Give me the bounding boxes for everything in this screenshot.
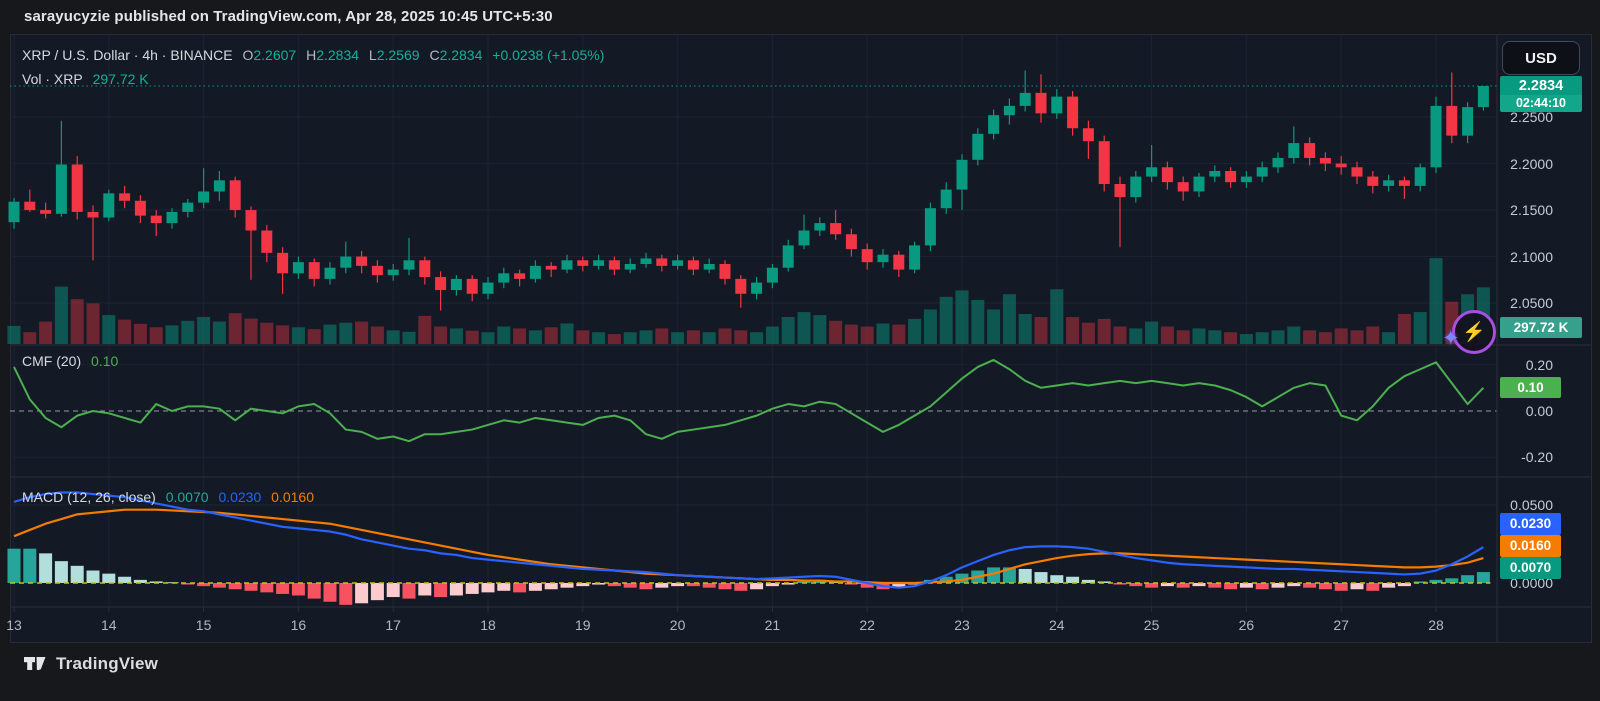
high-label: H: [306, 47, 317, 63]
time-axis-label: 27: [1333, 617, 1349, 633]
price-tick-label: 2.1000: [1510, 248, 1553, 265]
cmf-legend: CMF (20) 0.10: [22, 353, 124, 369]
macd-hist-value: 0.0070: [165, 489, 209, 505]
price-tick-label: 0.20: [1525, 356, 1553, 373]
footer: TradingView: [0, 643, 1600, 701]
price-tick-label: 2.2000: [1510, 155, 1553, 172]
bar-countdown: 02:44:10: [1500, 95, 1582, 112]
price-tick-label: 0.00: [1525, 403, 1553, 419]
price-tick-label: 0.0500: [1510, 497, 1553, 513]
axis-value-badge: 297.72 K: [1500, 317, 1582, 338]
axis-value-badge: 0.0070: [1500, 557, 1561, 579]
high-value: 2.2834: [316, 47, 360, 63]
close-label: C: [429, 47, 440, 63]
footer-brand[interactable]: TradingView: [56, 654, 159, 673]
time-axis-label: 28: [1428, 617, 1444, 633]
time-axis-label: 17: [385, 617, 401, 633]
currency-toggle-button[interactable]: USD: [1502, 41, 1580, 75]
lightning-icon: ⚡: [1452, 310, 1496, 354]
cmf-title: CMF (20): [22, 353, 82, 369]
volume-value: 297.72 K: [92, 71, 149, 87]
price-tick-label: 2.0500: [1510, 295, 1553, 312]
sparkle-icon: ✦: [1442, 327, 1460, 350]
price-tick-label: 2.2500: [1510, 109, 1553, 126]
low-label: L: [368, 47, 377, 63]
axis-value-badge: 0.0230: [1500, 513, 1561, 535]
time-axis-label: 26: [1238, 617, 1255, 633]
time-axis-label: 15: [195, 617, 212, 633]
time-axis-label: 14: [101, 617, 117, 633]
macd-legend: MACD (12, 26, close) 0.0070 0.0230 0.016…: [22, 489, 320, 505]
low-value: 2.2569: [376, 47, 420, 63]
cmf-value: 0.10: [91, 353, 119, 369]
price-tick-label: -0.20: [1521, 449, 1553, 466]
publish-header: sarayucyzie published on TradingView.com…: [0, 0, 1600, 34]
time-axis-label: 16: [290, 617, 307, 633]
price-tick-label: 2.1500: [1510, 202, 1553, 219]
tradingview-logo-icon[interactable]: [24, 654, 48, 674]
time-axis-label: 22: [859, 617, 875, 633]
time-axis-label: 18: [480, 617, 496, 633]
last-price-value: 2.2834: [1500, 76, 1582, 95]
time-axis-label: 21: [764, 617, 781, 633]
open-label: O: [242, 47, 254, 63]
time-axis-label: 19: [575, 617, 591, 633]
chart-widget[interactable]: [10, 34, 1592, 643]
last-price-badge: 2.2834 02:44:10: [1500, 76, 1582, 112]
macd-title: MACD (12, 26, close): [22, 489, 156, 505]
time-axis-label: 25: [1143, 617, 1160, 633]
close-value: 2.2834: [439, 47, 483, 63]
publish-header-text: sarayucyzie published on TradingView.com…: [24, 8, 553, 25]
symbol-title: XRP / U.S. Dollar · 4h · BINANCE: [22, 47, 233, 63]
macd-line-value: 0.0230: [218, 489, 262, 505]
time-axis-label: 13: [6, 617, 22, 633]
axis-value-badge: 0.0160: [1500, 535, 1561, 557]
change-value: +0.0238 (+1.05%): [492, 47, 605, 63]
price-tick-label: 0.0000: [1510, 575, 1553, 591]
volume-label: Vol · XRP: [22, 71, 83, 87]
macd-signal-value: 0.0160: [271, 489, 314, 505]
volume-legend: Vol · XRP 297.72 K: [22, 71, 155, 87]
axis-value-badge: 0.10: [1500, 377, 1561, 398]
time-axis-label: 23: [954, 617, 970, 633]
open-value: 2.2607: [253, 47, 297, 63]
spark-boost-button[interactable]: ⚡ ✦: [1442, 310, 1496, 356]
symbol-legend: XRP / U.S. Dollar · 4h · BINANCE O2.2607…: [22, 47, 610, 63]
time-axis-label: 20: [669, 617, 686, 633]
time-axis-label: 24: [1049, 617, 1065, 633]
